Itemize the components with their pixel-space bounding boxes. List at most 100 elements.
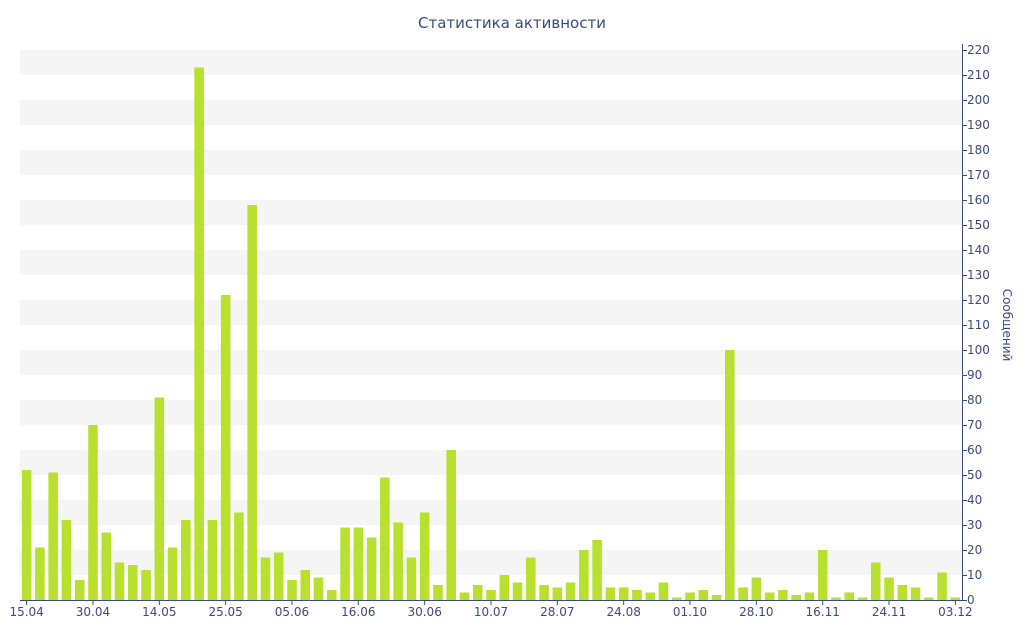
y-tick-label: 210 xyxy=(967,68,990,82)
bar xyxy=(446,450,456,600)
bar xyxy=(459,592,470,600)
bar xyxy=(605,587,616,600)
bar xyxy=(778,590,788,600)
bar xyxy=(141,570,151,600)
grid-band xyxy=(20,200,962,225)
bar xyxy=(74,580,85,600)
y-tick-label: 190 xyxy=(967,118,990,132)
y-tick-label: 140 xyxy=(967,243,990,257)
bar xyxy=(273,552,284,600)
bar xyxy=(632,590,642,600)
y-tick-label: 50 xyxy=(967,468,982,482)
bar xyxy=(340,527,350,600)
x-tick-label: 16.06 xyxy=(341,605,375,619)
y-tick-label: 200 xyxy=(967,93,990,107)
y-tick-label: 90 xyxy=(967,368,982,382)
bar xyxy=(260,557,271,600)
bar xyxy=(844,592,854,600)
y-tick-label: 30 xyxy=(967,518,982,532)
bar xyxy=(804,592,815,600)
bar xyxy=(154,397,165,600)
x-tick-label: 28.07 xyxy=(540,605,574,619)
bar xyxy=(711,595,722,600)
bar xyxy=(817,550,828,600)
y-axis-title: Сообщений xyxy=(1000,289,1014,362)
bar xyxy=(419,512,430,600)
y-tick-label: 40 xyxy=(967,493,982,507)
bar xyxy=(579,550,589,600)
y-tick-label: 100 xyxy=(967,343,990,357)
bar xyxy=(380,477,390,600)
bar xyxy=(194,67,204,600)
bar xyxy=(658,582,669,600)
bar xyxy=(287,580,297,600)
y-tick-label: 60 xyxy=(967,443,982,457)
bar xyxy=(831,597,841,600)
bar xyxy=(128,565,138,600)
bar xyxy=(300,570,311,600)
bar xyxy=(366,537,377,600)
y-tick-label: 220 xyxy=(967,43,990,57)
grid-band xyxy=(20,250,962,275)
grid-band xyxy=(20,450,962,475)
y-tick-label: 180 xyxy=(967,143,990,157)
y-tick-label: 150 xyxy=(967,218,990,232)
bar xyxy=(857,597,868,600)
bar xyxy=(247,205,257,600)
x-tick-label: 16.11 xyxy=(806,605,840,619)
bar xyxy=(313,577,324,600)
bar xyxy=(512,582,523,600)
bar xyxy=(791,595,801,600)
y-tick-label: 120 xyxy=(967,293,990,307)
y-tick-label: 70 xyxy=(967,418,982,432)
bar xyxy=(472,585,483,600)
bar xyxy=(897,585,908,600)
axes: 0 10 20 30 40 50 60 70 80 90 100 110 120 130 140 150 160… xyxy=(9,43,1014,619)
bar xyxy=(725,350,735,600)
bar xyxy=(234,512,244,600)
x-tick-label: 14.05 xyxy=(142,605,176,619)
bar xyxy=(884,577,894,600)
grid-band xyxy=(20,500,962,525)
bar xyxy=(61,520,72,600)
bar xyxy=(101,532,112,600)
bar xyxy=(167,547,178,600)
bar xyxy=(645,592,655,600)
grid-band xyxy=(20,50,962,75)
bar xyxy=(327,590,337,600)
bar xyxy=(181,520,191,600)
bar xyxy=(433,585,443,600)
bar xyxy=(526,557,536,600)
bar xyxy=(114,562,125,600)
x-tick-label: 24.11 xyxy=(872,605,906,619)
y-tick-label: 80 xyxy=(967,393,982,407)
y-tick-label: 10 xyxy=(967,568,982,582)
bar xyxy=(552,587,563,600)
x-tick-label: 30.04 xyxy=(76,605,110,619)
x-tick-label: 15.04 xyxy=(9,605,43,619)
bar xyxy=(406,557,417,600)
bar xyxy=(685,592,695,600)
x-tick-label: 05.06 xyxy=(275,605,309,619)
grid-band xyxy=(20,100,962,125)
bar xyxy=(88,425,98,600)
bar xyxy=(618,587,629,600)
bar xyxy=(924,597,934,600)
grid-band xyxy=(20,350,962,375)
x-tick-label: 25.05 xyxy=(208,605,242,619)
bar xyxy=(950,597,961,600)
grid-band xyxy=(20,400,962,425)
bar xyxy=(486,590,496,600)
bar xyxy=(870,562,881,600)
bar xyxy=(738,587,748,600)
grid-band xyxy=(20,300,962,325)
y-tick-label: 0 xyxy=(967,593,975,607)
bar xyxy=(35,547,45,600)
grid-band xyxy=(20,150,962,175)
y-tick-label: 160 xyxy=(967,193,990,207)
bars xyxy=(21,67,961,600)
chart-title: Статистика активности xyxy=(418,14,606,32)
x-tick-label: 30.06 xyxy=(407,605,441,619)
